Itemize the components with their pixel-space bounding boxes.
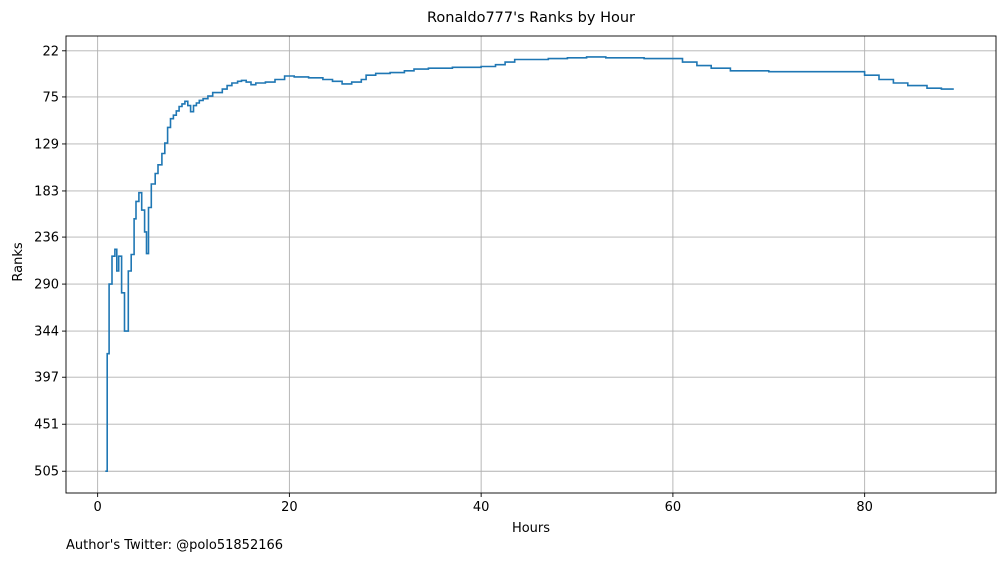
x-tick-label: 20 [281,500,298,515]
y-tick-label: 236 [34,231,59,246]
x-gridlines [97,36,866,493]
y-tick-label: 344 [34,325,59,340]
y-axis-label: Ranks [11,242,26,281]
plot-area-frame [65,35,997,494]
y-tick-label: 22 [42,44,59,59]
y-ticks: 22 75 129 183 236 290 344 397 451 505 [34,44,66,480]
y-tick-label: 397 [34,371,59,386]
x-tick-label: 60 [665,500,682,515]
x-tick-label: 80 [856,500,873,515]
y-tick-label: 183 [34,184,59,199]
chart-title: Ronaldo777's Ranks by Hour [427,10,635,26]
x-tick-label: 0 [93,500,101,515]
x-tick-label: 40 [473,500,490,515]
y-gridlines [66,50,996,472]
x-ticks: 0 20 40 60 80 [93,493,873,515]
y-tick-label: 451 [34,418,59,433]
x-axis-label: Hours [512,521,550,536]
y-tick-label: 505 [34,465,59,480]
rank-series-line [105,56,954,472]
y-tick-label: 75 [42,90,59,105]
y-tick-label: 290 [34,278,59,293]
author-credit: Author's Twitter: @polo51852166 [66,538,284,553]
y-tick-label: 129 [34,137,59,152]
